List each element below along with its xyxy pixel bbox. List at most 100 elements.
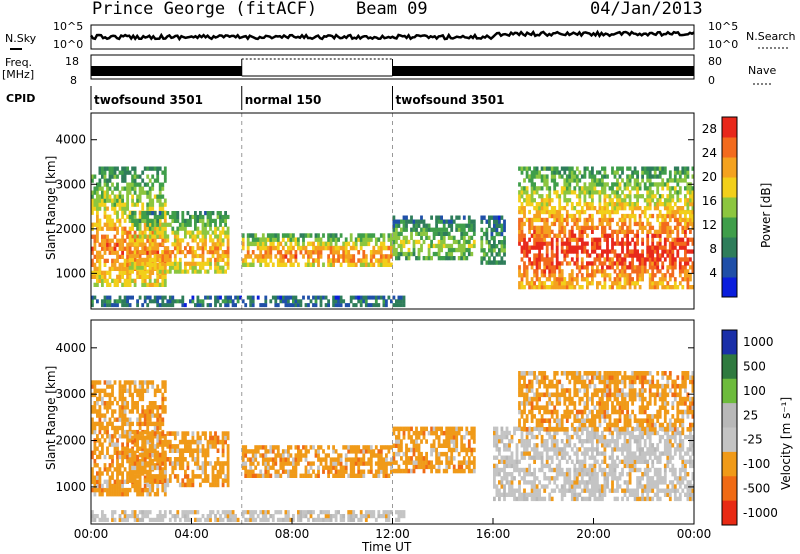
- echo-cell: [420, 227, 423, 232]
- echo-cell: [641, 253, 644, 258]
- echo-cell: [189, 250, 192, 255]
- echo-cell: [392, 451, 396, 457]
- echo-cell: [367, 241, 371, 247]
- echo-cell: [349, 254, 353, 259]
- echo-cell: [621, 166, 624, 171]
- echo-cell: [101, 446, 104, 451]
- echo-cell: [148, 178, 152, 183]
- echo-cell: [591, 198, 594, 203]
- echo-cell: [206, 250, 210, 255]
- echo-cell: [191, 257, 195, 262]
- echo-cell: [126, 429, 129, 435]
- echo-cell: [334, 303, 338, 308]
- echo-cell: [108, 417, 112, 422]
- nave-tick-top: 80: [708, 55, 722, 68]
- echo-cell: [181, 211, 185, 216]
- echo-cell: [689, 249, 692, 254]
- echo-cell: [684, 265, 687, 270]
- echo-cell: [648, 265, 652, 270]
- echo-cell: [503, 492, 506, 497]
- echo-cell: [520, 209, 524, 215]
- echo-cell: [621, 285, 624, 290]
- echo-cell: [621, 170, 624, 175]
- echo-cell: [661, 170, 665, 175]
- echo-cell: [121, 388, 124, 393]
- echo-cell: [206, 448, 210, 453]
- echo-cell: [648, 178, 652, 183]
- echo-cell: [520, 257, 524, 262]
- echo-cell: [312, 250, 315, 255]
- echo-cell: [121, 396, 124, 402]
- echo-cell: [166, 431, 170, 436]
- echo-cell: [618, 241, 622, 246]
- echo-cell: [126, 166, 129, 171]
- nsky-series-line: [89, 29, 695, 42]
- echo-cell: [520, 217, 524, 223]
- echo-cell: [575, 265, 579, 270]
- echo-cell: [555, 257, 559, 262]
- echo-cell: [666, 213, 670, 219]
- echo-cell: [636, 174, 639, 179]
- echo-cell: [347, 303, 351, 308]
- echo-cell: [578, 213, 582, 219]
- echo-cell: [598, 202, 602, 207]
- echo-cell: [420, 426, 423, 432]
- echo-cell: [146, 448, 150, 453]
- echo-cell: [216, 474, 220, 479]
- station-title: Prince George (fitACF): [92, 0, 317, 19]
- echo-cell: [189, 452, 192, 458]
- echo-cell: [578, 209, 582, 215]
- echo-cell: [372, 295, 376, 300]
- echo-cell: [158, 413, 162, 418]
- echo-cell: [113, 487, 117, 493]
- echo-cell: [372, 303, 376, 308]
- echo-cell: [467, 219, 471, 224]
- echo-cell: [390, 299, 393, 304]
- echo-cell: [513, 476, 516, 481]
- echo-cell: [588, 273, 592, 278]
- echo-cell: [256, 295, 260, 300]
- echo-cell: [281, 465, 285, 470]
- echo-cell: [402, 468, 406, 474]
- echo-cell: [206, 218, 210, 223]
- echo-cell: [161, 483, 165, 489]
- echo-cell: [613, 190, 617, 195]
- echo-cell: [621, 265, 624, 270]
- echo-cell: [352, 303, 356, 308]
- echo-cell: [673, 190, 677, 195]
- echo-cell: [354, 295, 358, 300]
- echo-cell: [178, 465, 182, 471]
- echo-cell: [467, 251, 471, 257]
- echo-cell: [161, 478, 165, 483]
- echo-cell: [611, 281, 614, 286]
- echo-cell: [153, 230, 157, 235]
- echo-cell: [510, 472, 514, 477]
- echo-cell: [349, 461, 353, 466]
- echo-cell: [214, 435, 217, 441]
- echo-cell: [108, 299, 112, 304]
- echo-cell: [163, 257, 167, 262]
- echo-cell: [226, 299, 230, 304]
- echo-cell: [123, 218, 127, 223]
- echo-cell: [269, 457, 273, 462]
- echo-cell: [523, 476, 526, 481]
- echo-cell: [327, 453, 330, 458]
- echo-cell: [98, 442, 102, 447]
- echo-cell: [518, 190, 521, 195]
- echo-cell: [668, 186, 672, 191]
- echo-cell: [161, 250, 165, 255]
- echo-cell: [565, 174, 569, 179]
- echo-cell: [168, 269, 172, 274]
- echo-cell: [465, 231, 469, 236]
- echo-cell: [251, 473, 255, 478]
- echo-cell: [342, 299, 346, 304]
- echo-cell: [580, 277, 584, 282]
- echo-cell: [668, 273, 672, 278]
- echo-cell: [508, 439, 511, 444]
- echo-cell: [91, 421, 94, 427]
- echo-cell: [560, 190, 564, 195]
- echo-cell: [555, 253, 559, 258]
- echo-cell: [357, 473, 361, 478]
- echo-cell: [176, 211, 180, 216]
- echo-cell: [646, 166, 650, 171]
